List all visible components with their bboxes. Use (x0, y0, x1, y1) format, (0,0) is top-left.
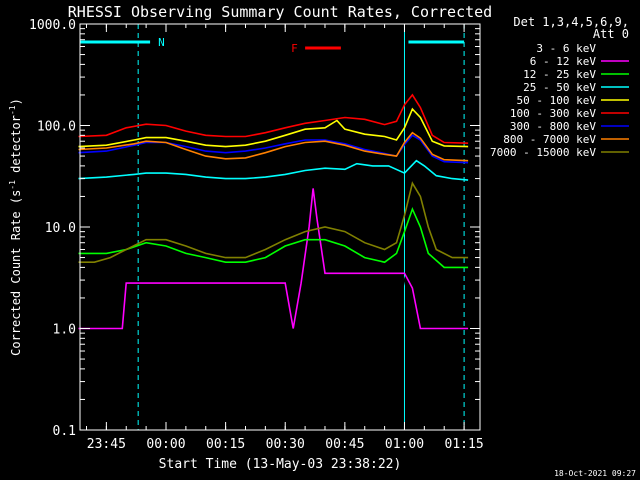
x-tick-label-1: 00:00 (146, 437, 185, 452)
x-tick-label-3: 00:30 (266, 437, 305, 452)
legend-label-3: 25 - 50 keV (523, 81, 596, 94)
y-tick-label-1: 1.0 (53, 323, 76, 338)
footer-timestamp: 18-Oct-2021 09:27 (554, 469, 636, 478)
series-line-0 (158, 264, 418, 353)
series-line-3 (78, 159, 469, 181)
series-line-7 (78, 131, 469, 162)
series-layer (78, 93, 469, 353)
y-axis-label: Corrected Count Rate (s-1 detector-1) (8, 98, 23, 356)
legend-label-5: 100 - 300 keV (510, 107, 596, 120)
series-line-4 (78, 107, 469, 148)
legend-label-0: 3 - 6 keV (536, 42, 596, 55)
series-line-1 (78, 188, 469, 330)
y-tick-label-4: 1000.0 (29, 18, 76, 33)
x-tick-label-2: 00:15 (206, 437, 245, 452)
flag-N-label: N (158, 36, 165, 49)
y-tick-label-0: 0.1 (53, 424, 76, 439)
x-axis-label: Start Time (13-May-03 23:38:22) (159, 457, 402, 472)
legend-label-7: 800 - 7000 keV (503, 133, 596, 146)
flag-F-label: F (291, 42, 298, 55)
x-tick-label-6: 01:15 (445, 437, 484, 452)
series-line-8 (78, 181, 469, 264)
series-line-2 (78, 206, 469, 269)
legend-label-1: 6 - 12 keV (530, 55, 597, 68)
axes-layer: 23:45 00:00 00:15 00:30 00:45 01:00 01:15 0.1 1.… (29, 18, 484, 452)
x-tick-label-0: 23:45 (87, 437, 126, 452)
y-tick-label-2: 10.0 (45, 221, 76, 236)
x-tick-label-5: 01:00 (385, 437, 424, 452)
y-tick-label-3: 100.0 (37, 120, 76, 135)
legend-header-line2: Att 0 (593, 27, 629, 41)
legend-label-8: 7000 - 15000 keV (490, 146, 596, 159)
legend-label-2: 12 - 25 keV (523, 68, 596, 81)
legend-label-4: 50 - 100 keV (517, 94, 597, 107)
legend-label-6: 300 - 800 keV (510, 120, 596, 133)
x-tick-label-4: 00:45 (325, 437, 364, 452)
series-line-5 (78, 93, 469, 144)
legend-header-line1: Det 1,3,4,5,6,9, (513, 15, 629, 29)
chart-title: RHESSI Observing Summary Count Rates, Co… (68, 3, 492, 21)
